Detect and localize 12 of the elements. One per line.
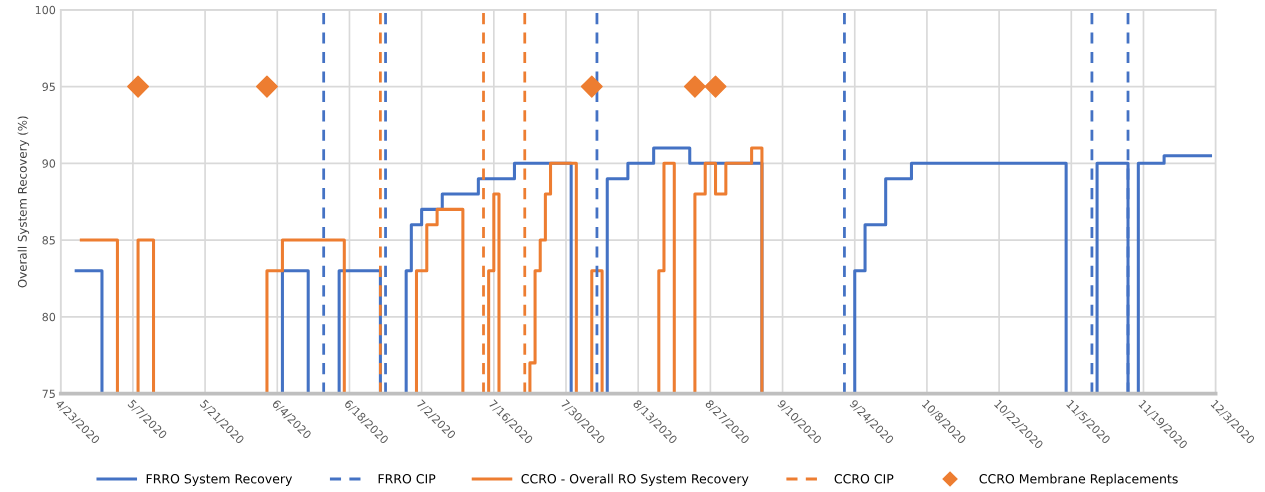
y-tick-label: 90 [42,159,56,168]
legend-label: CCRO - Overall RO System Recovery [521,473,749,486]
y-tick-label: 85 [42,236,55,245]
legend-label: CCRO Membrane Replacements [979,473,1178,486]
y-tick-label: 100 [35,5,56,15]
y-tick-label: 75 [42,389,55,398]
y-axis-title: Overall System Recovery (%) [17,116,30,288]
legend-label: CCRO CIP [834,474,894,484]
legend-label: FRRO System Recovery [146,474,293,486]
y-tick-label: 95 [42,82,55,91]
y-tick-label: 80 [42,312,56,322]
legend-label: FRRO CIP [378,474,436,484]
